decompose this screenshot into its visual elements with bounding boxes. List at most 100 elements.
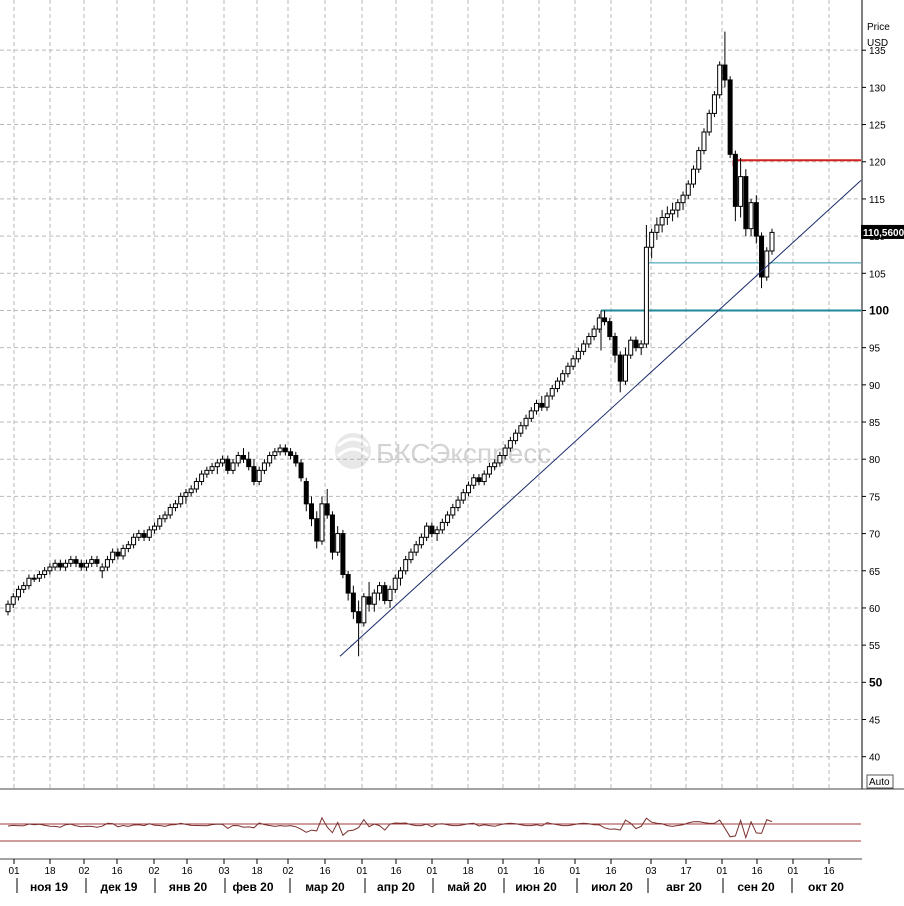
candle <box>748 198 754 237</box>
candle <box>350 585 356 620</box>
candle-body-up <box>335 533 341 553</box>
candle <box>439 518 445 534</box>
month-label: окт 20 <box>808 880 844 894</box>
candle <box>146 526 152 542</box>
candle <box>450 503 456 519</box>
candle <box>21 581 27 594</box>
day-tick-label: 18 <box>44 866 56 877</box>
candle <box>753 195 759 244</box>
candle-body-up <box>183 492 189 497</box>
candle-body-up <box>581 343 587 352</box>
candle <box>518 422 524 437</box>
candle <box>565 362 571 378</box>
candle <box>460 488 466 504</box>
support-trendline[interactable] <box>339 179 862 657</box>
candle <box>251 459 257 486</box>
candle-body-up <box>214 462 220 468</box>
auto-scale-button[interactable]: Auto <box>866 774 894 789</box>
candle-body-up <box>272 451 278 456</box>
price-tick-label: 85 <box>869 418 881 429</box>
candle <box>162 511 168 523</box>
candle-body-up <box>104 559 110 568</box>
candle <box>277 444 283 456</box>
candle <box>319 496 325 545</box>
candle-body-up <box>397 570 403 579</box>
candle <box>209 462 215 475</box>
candle <box>94 555 100 568</box>
candle-body-down <box>340 533 346 575</box>
candle-body-down <box>329 514 335 553</box>
candle-body-up <box>748 202 754 230</box>
price-tick-label: 130 <box>869 83 886 94</box>
day-tick-label: 16 <box>111 866 123 877</box>
candle-body-up <box>418 536 424 546</box>
day-tick-label: 01 <box>716 866 728 877</box>
candle-body-down <box>282 447 288 453</box>
candle-body-up <box>5 603 11 613</box>
candle <box>586 332 592 348</box>
candle <box>759 232 765 289</box>
price-tick-label: 55 <box>869 641 881 652</box>
price-tick-label: 45 <box>869 716 881 727</box>
candle-body-down <box>115 551 121 557</box>
day-tick-label: 01 <box>497 866 509 877</box>
day-tick-label: 01 <box>426 866 438 877</box>
candle <box>246 451 252 471</box>
candle-body-up <box>42 570 48 575</box>
candle <box>272 448 278 460</box>
day-tick-label: 01 <box>569 866 581 877</box>
candle-body-down <box>602 317 608 323</box>
candle <box>549 384 555 400</box>
candle-body-up <box>63 562 69 568</box>
price-tick-label: 120 <box>869 158 886 169</box>
price-tick-label: 70 <box>869 530 881 541</box>
candle <box>764 247 770 281</box>
time-axis: 01 18 02 16 02 16 03 18 02 16 01 16 01 18 01 16 01 16 03 17… <box>8 859 844 894</box>
candle <box>481 470 487 486</box>
price-axis-unit: USD <box>867 38 888 49</box>
candle-body-down <box>727 79 733 155</box>
candle <box>52 559 58 571</box>
price-tick-label: 60 <box>869 604 881 615</box>
candle-body-down <box>429 525 435 535</box>
candle <box>507 436 513 452</box>
candle-body-up <box>172 503 178 509</box>
candle <box>455 496 461 512</box>
candle-body-down <box>141 533 147 538</box>
candle-body-up <box>209 466 215 471</box>
month-label: дек 19 <box>101 880 138 894</box>
candle-body-down <box>722 64 728 81</box>
candle <box>83 559 89 571</box>
candle-body-up <box>643 246 649 345</box>
candle-body-up <box>204 469 210 475</box>
candle-body-up <box>492 462 498 468</box>
candle <box>638 340 644 356</box>
candle-body-down <box>350 592 356 613</box>
candle-body-up <box>764 250 770 278</box>
candle-body-up <box>513 432 519 442</box>
candle-body-up <box>99 566 105 572</box>
candle <box>465 481 471 497</box>
candle <box>10 593 16 608</box>
candle <box>727 76 733 159</box>
candle-body-up <box>21 585 27 590</box>
candle-body-down <box>753 202 759 237</box>
candle <box>136 529 142 542</box>
candle-body-up <box>152 525 158 531</box>
watermark: БКСЭкспресс <box>335 433 551 469</box>
month-label: ноя 19 <box>30 880 68 894</box>
candle <box>15 585 21 601</box>
candle-body-up <box>413 544 419 553</box>
candle-body-up <box>638 343 644 349</box>
candle <box>722 31 728 88</box>
candle <box>539 396 545 411</box>
candle-body-up <box>706 112 712 133</box>
candle <box>382 581 388 605</box>
candle <box>188 485 194 497</box>
candle <box>314 511 320 549</box>
candle <box>193 477 199 493</box>
candle-body-up <box>162 514 168 520</box>
candle <box>63 559 69 571</box>
candle <box>104 555 110 571</box>
